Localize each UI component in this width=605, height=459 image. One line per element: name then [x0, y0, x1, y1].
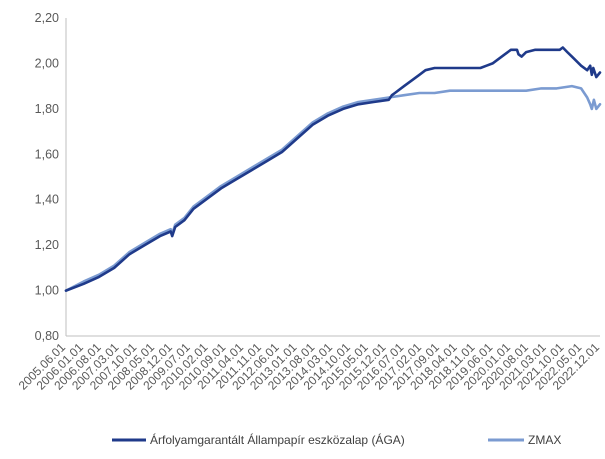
y-tick-label: 1,00 [35, 284, 59, 298]
y-tick-label: 1,60 [35, 147, 59, 161]
y-tick-label: 1,20 [35, 238, 59, 252]
series-line-0 [64, 46, 602, 292]
legend-label-1: ZMAX [528, 433, 561, 447]
y-tick-label: 2,00 [35, 56, 59, 70]
legend: Árfolyamgarantált Állampapír eszközalap … [112, 432, 561, 447]
y-tick-label: 1,40 [35, 193, 59, 207]
legend-label-0: Árfolyamgarantált Állampapír eszközalap … [150, 432, 405, 447]
y-axis-ticks: 0,80 1,00 1,20 1,40 1,60 1,80 2,00 2,20 [35, 11, 59, 343]
series-line-1 [64, 84, 602, 292]
y-tick-label: 2,20 [35, 11, 59, 25]
x-axis-ticks: 2005.06.012006.01.012006.08.012007.03.01… [16, 340, 603, 393]
y-tick-label: 1,80 [35, 102, 59, 116]
series-layer [64, 46, 602, 292]
y-tick-label: 0,80 [35, 329, 59, 343]
